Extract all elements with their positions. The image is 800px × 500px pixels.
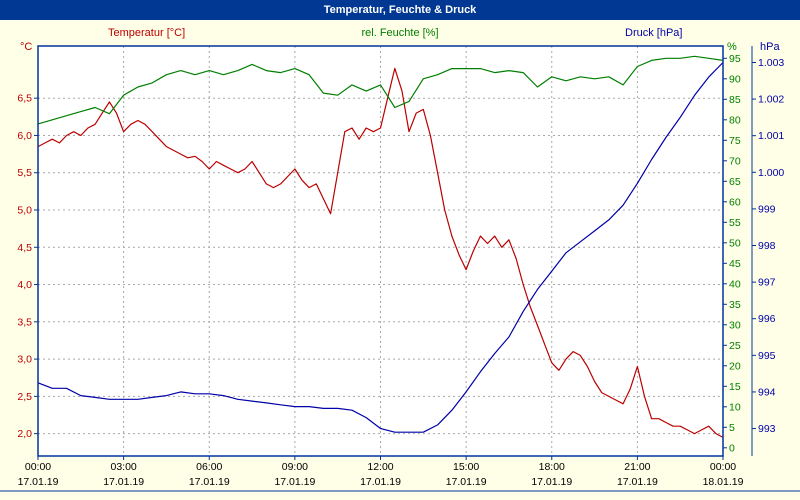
svg-text:17.01.19: 17.01.19	[274, 476, 315, 488]
svg-text:06:00: 06:00	[196, 461, 222, 473]
svg-text:1.001: 1.001	[758, 130, 784, 142]
svg-text:40: 40	[729, 278, 741, 290]
humidity-axis-unit: %	[727, 41, 737, 53]
svg-text:3,0: 3,0	[17, 354, 32, 366]
svg-text:993: 993	[758, 423, 776, 435]
svg-text:5: 5	[729, 422, 735, 434]
svg-text:5,0: 5,0	[17, 205, 32, 217]
svg-text:1.000: 1.000	[758, 167, 784, 179]
svg-text:17.01.19: 17.01.19	[103, 476, 144, 488]
window-title: Temperatur, Feuchte & Druck	[323, 4, 477, 16]
svg-text:4,0: 4,0	[17, 279, 32, 291]
svg-text:65: 65	[729, 176, 741, 188]
svg-text:999: 999	[758, 203, 776, 215]
svg-text:90: 90	[729, 73, 741, 85]
svg-text:0: 0	[729, 442, 735, 454]
svg-text:18:00: 18:00	[539, 461, 565, 473]
svg-text:5,5: 5,5	[17, 167, 32, 179]
pressure-axis-unit: hPa	[760, 41, 780, 53]
svg-text:55: 55	[729, 217, 741, 229]
svg-text:997: 997	[758, 277, 776, 289]
svg-text:17.01.19: 17.01.19	[617, 476, 658, 488]
svg-text:00:00: 00:00	[710, 461, 736, 473]
svg-text:80: 80	[729, 114, 741, 126]
svg-text:15: 15	[729, 381, 741, 393]
svg-text:50: 50	[729, 237, 741, 249]
svg-text:1.003: 1.003	[758, 57, 784, 69]
svg-text:20: 20	[729, 360, 741, 372]
svg-text:95: 95	[729, 53, 741, 65]
svg-text:75: 75	[729, 135, 741, 147]
temperature-axis-unit: °C	[20, 41, 33, 53]
svg-text:15:00: 15:00	[453, 461, 479, 473]
svg-text:35: 35	[729, 299, 741, 311]
humidity-axis-title: rel. Feuchte [%]	[361, 27, 439, 39]
svg-text:30: 30	[729, 319, 741, 331]
svg-text:60: 60	[729, 196, 741, 208]
svg-text:998: 998	[758, 240, 776, 252]
svg-text:4,5: 4,5	[17, 242, 32, 254]
svg-text:12:00: 12:00	[367, 461, 393, 473]
svg-text:996: 996	[758, 313, 776, 325]
svg-text:17.01.19: 17.01.19	[531, 476, 572, 488]
pressure-axis-title: Druck [hPa]	[625, 27, 683, 39]
svg-text:1.002: 1.002	[758, 94, 784, 106]
svg-text:17.01.19: 17.01.19	[18, 476, 59, 488]
svg-text:2,5: 2,5	[17, 391, 32, 403]
svg-text:18.01.19: 18.01.19	[703, 476, 744, 488]
svg-text:994: 994	[758, 386, 776, 398]
svg-text:17.01.19: 17.01.19	[446, 476, 487, 488]
svg-text:3,5: 3,5	[17, 316, 32, 328]
svg-text:17.01.19: 17.01.19	[189, 476, 230, 488]
svg-text:85: 85	[729, 94, 741, 106]
temperature-axis-title: Temperatur [°C]	[108, 27, 186, 39]
svg-text:45: 45	[729, 258, 741, 270]
window-titlebar: Temperatur, Feuchte & Druck	[0, 0, 800, 20]
svg-text:03:00: 03:00	[110, 461, 136, 473]
svg-text:21:00: 21:00	[624, 461, 650, 473]
svg-text:70: 70	[729, 155, 741, 167]
svg-text:10: 10	[729, 401, 741, 413]
svg-text:25: 25	[729, 340, 741, 352]
svg-text:2,0: 2,0	[17, 428, 32, 440]
svg-text:09:00: 09:00	[282, 461, 308, 473]
svg-text:995: 995	[758, 350, 776, 362]
svg-text:00:00: 00:00	[25, 461, 51, 473]
svg-text:6,0: 6,0	[17, 130, 32, 142]
svg-text:6,5: 6,5	[17, 93, 32, 105]
svg-text:17.01.19: 17.01.19	[360, 476, 401, 488]
